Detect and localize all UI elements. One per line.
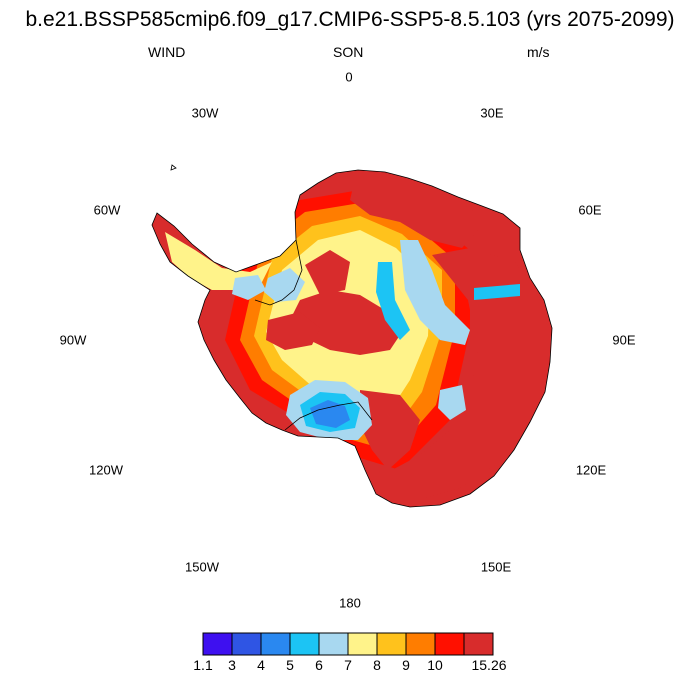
colorbar-box	[347, 632, 378, 656]
season-label: SON	[333, 44, 364, 60]
units-label: m/s	[527, 44, 550, 60]
colorbar-label: 8	[373, 657, 381, 673]
colorbar-box	[434, 632, 465, 656]
colorbar-box	[405, 632, 436, 656]
colorbar-label: 3	[228, 657, 236, 673]
lon-label-150w: 150W	[185, 559, 219, 575]
field-central-core	[290, 290, 400, 355]
colorbar-box	[202, 632, 233, 656]
lon-label-120w: 120W	[89, 462, 123, 478]
island-outline	[170, 164, 177, 171]
lon-label-30e: 30E	[480, 105, 504, 121]
lon-label-0: 0	[345, 69, 353, 85]
colorbar-label: 9	[402, 657, 410, 673]
lon-label-60w: 60W	[93, 202, 121, 218]
variable-label: WIND	[148, 44, 186, 60]
lon-label-120e: 120E	[575, 462, 607, 478]
colorbar-box	[318, 632, 349, 656]
continent-outline	[151, 169, 553, 508]
field-west-core	[266, 312, 320, 350]
colorbar-label: 6	[315, 657, 323, 673]
field-ross-coast	[360, 390, 420, 470]
field-peninsula	[165, 232, 272, 290]
ronne-ice-shelf-edge	[254, 239, 303, 306]
field-amery-stripe	[474, 284, 520, 300]
colorbar-label: 10	[427, 657, 443, 673]
field-peninsula-light	[232, 275, 266, 300]
lon-label-60e: 60E	[578, 202, 602, 218]
field-ross-shelf-core	[310, 400, 350, 428]
lon-label-30w: 30W	[191, 105, 219, 121]
lon-label-180: 180	[339, 595, 361, 611]
colorbar-box	[463, 632, 494, 656]
colorbar-label: 4	[257, 657, 265, 673]
field-dml-coast	[350, 178, 480, 248]
figure-title: b.e21.BSSP585cmip6.f09_g17.CMIP6-SSP5-8.…	[25, 8, 675, 31]
colorbar-label: 1.1	[193, 657, 213, 673]
field-light-east	[438, 385, 466, 420]
colorbar-label: 5	[286, 657, 294, 673]
field-central-wedge	[305, 250, 350, 295]
field-east-katabatic	[392, 248, 548, 498]
lon-label-90e: 90E	[612, 332, 636, 348]
colorbar-label: 15.26	[471, 657, 507, 673]
coastline	[151, 164, 553, 508]
lon-label-90w: 90W	[59, 332, 87, 348]
colorbar-box	[376, 632, 407, 656]
colorbar-box	[260, 632, 291, 656]
colorbar	[202, 632, 494, 656]
field-light-channel	[400, 240, 470, 345]
lon-label-150e: 150E	[480, 559, 512, 575]
ross-ice-shelf-edge	[284, 401, 373, 431]
colorbar-label: 7	[344, 657, 352, 673]
field-light-channel-2	[376, 262, 410, 340]
colorbar-box	[289, 632, 320, 656]
colorbar-box	[231, 632, 262, 656]
wind-speed-field	[152, 170, 552, 507]
field-ronne-shelf	[264, 268, 305, 302]
